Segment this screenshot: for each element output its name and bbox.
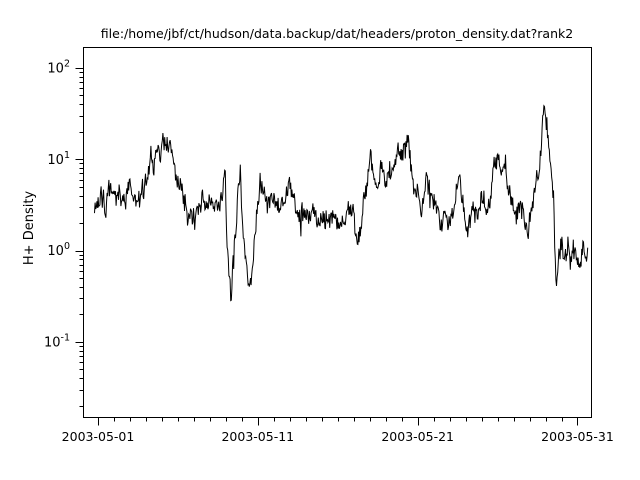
- y-axis-label: H+ Density: [22, 191, 37, 266]
- x-tick-label-may11: 2003-05-11: [221, 429, 294, 444]
- x-tick-labels: 2003-05-01 2003-05-11 2003-05-21 2003-05…: [62, 429, 614, 444]
- y-tick-label-1e1: 101: [47, 150, 70, 168]
- x-tick-label-may21: 2003-05-21: [381, 429, 454, 444]
- plot-frame: [83, 47, 592, 418]
- y-tick-base: 10: [44, 335, 61, 350]
- axes-ticks: [75, 68, 578, 426]
- x-tick-label-may31: 2003-05-31: [541, 429, 614, 444]
- y-tick-base: 10: [47, 244, 64, 259]
- y-tick-labels: 102 101 100 10-1: [44, 59, 70, 351]
- chart-title: file:/home/jbf/ct/hudson/data.backup/dat…: [101, 26, 573, 41]
- y-tick-base: 10: [47, 62, 64, 77]
- y-tick-exponent: 2: [64, 59, 70, 70]
- y-tick-exponent: 1: [64, 150, 70, 161]
- y-tick-exponent: -1: [61, 332, 70, 343]
- y-tick-label-1e0: 100: [47, 241, 70, 259]
- y-tick-exponent: 0: [64, 241, 70, 252]
- y-tick-label-1e-1: 10-1: [44, 332, 70, 350]
- y-tick-label-1e2: 102: [47, 59, 70, 77]
- y-tick-base: 10: [47, 153, 64, 168]
- series-line-proton-density: [94, 104, 589, 302]
- x-tick-label-may01: 2003-05-01: [62, 429, 135, 444]
